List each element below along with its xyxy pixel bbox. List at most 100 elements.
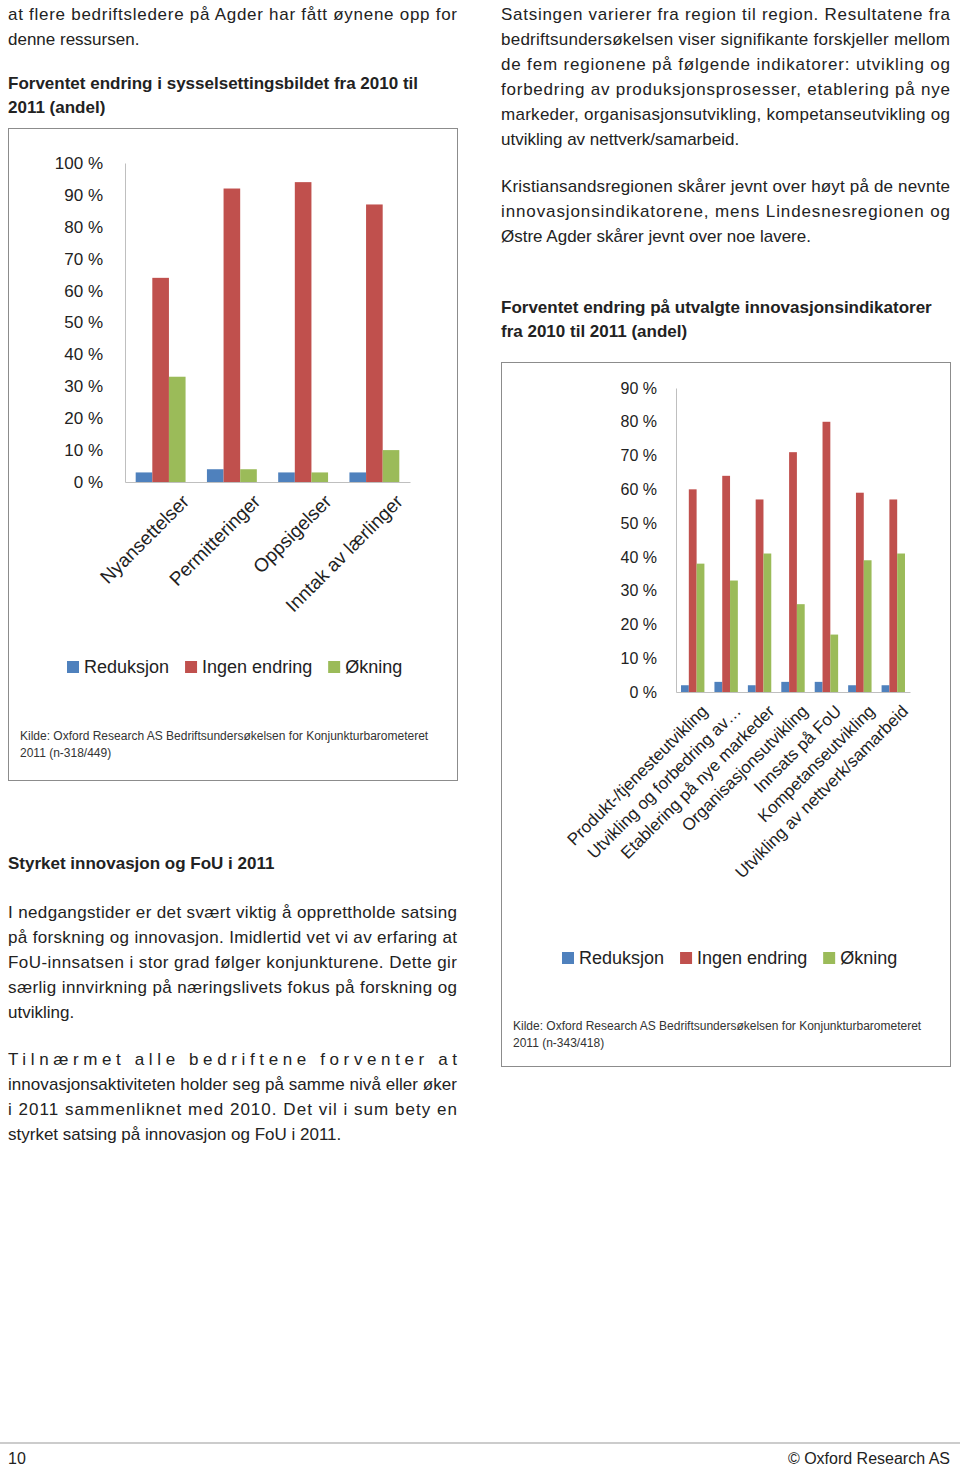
legend-label: Reduksjon — [579, 948, 664, 968]
x-axis: NyansettelserPermitteringerOppsigelserIn… — [96, 482, 410, 616]
bar — [366, 204, 383, 482]
category-label: Permitteringer — [165, 490, 265, 590]
paragraph: på forskning og innovasjon. Imidlertid v… — [8, 928, 457, 947]
legend-swatch — [67, 661, 79, 673]
bar — [748, 685, 756, 692]
tick-label: 90 % — [64, 186, 103, 205]
tick: 0 % — [74, 473, 125, 492]
legend-swatch — [185, 661, 197, 673]
y-axis: 0 % 10 % 20 % 30 % 40 % 50 % 60 % 70 % 80 % 90 % 1… — [55, 154, 126, 492]
tick: 50 % — [64, 313, 125, 332]
tick-label: 40 % — [621, 549, 657, 566]
bar — [697, 564, 705, 692]
tick: 20 % — [64, 409, 125, 428]
page-number: 10 — [8, 1450, 26, 1466]
tick: 60 % — [64, 282, 125, 301]
bar — [797, 604, 805, 692]
bar — [681, 685, 689, 692]
source: Kilde: Oxford Research AS Bedriftsunders… — [20, 729, 429, 743]
bar — [136, 472, 153, 482]
tick: 50 % — [621, 515, 676, 532]
paragraph: i 2011 sammenliknet med 2010. Det vil i … — [8, 1100, 457, 1119]
tick: 80 % — [64, 218, 125, 237]
tick-label: 10 % — [64, 441, 103, 460]
axis-line — [126, 482, 411, 483]
legend-label: Økning — [840, 948, 897, 968]
legend-swatch — [680, 952, 692, 964]
paragraph: Østre Agder skårer jevnt over noe lavere… — [501, 227, 811, 246]
bar — [311, 472, 328, 482]
chart-title: Forventet endring i sysselsettingsbildet… — [8, 74, 418, 93]
tick: 80 % — [621, 413, 676, 430]
bars — [136, 182, 400, 482]
bar — [383, 450, 400, 482]
bar — [730, 581, 738, 692]
paragraph: Satsingen varierer fra region til region… — [501, 5, 951, 24]
tick: Utvikling og forbedring av… — [584, 692, 745, 863]
tick-label: 100 % — [55, 154, 103, 173]
bars — [681, 422, 905, 692]
bar — [207, 469, 224, 482]
bar — [689, 489, 697, 692]
paragraph: denne ressursen. — [8, 30, 139, 49]
paragraph: Kristiansandsregionen skårer jevnt over … — [501, 177, 950, 196]
legend-swatch — [562, 952, 574, 964]
tick: 10 % — [621, 650, 676, 667]
paragraph: forbedring av produksjonsprosesser, etab… — [501, 80, 950, 99]
paragraph: innovasjonsindikatorene, mens Lindesnesr… — [501, 202, 950, 221]
tick: Inntak av lærlinger — [281, 482, 407, 616]
publisher: © Oxford Research AS — [788, 1450, 950, 1466]
legend-swatch — [823, 952, 835, 964]
axis-line — [125, 164, 126, 483]
tick: 100 % — [55, 154, 125, 173]
tick-label: 60 % — [621, 481, 657, 498]
paragraph: FoU-innsatsen i stor grad følger konjunk… — [8, 953, 457, 972]
x-axis: Produkt-/tjenesteutviklingUtvikling og f… — [564, 692, 912, 882]
tick-label: 20 % — [621, 616, 657, 633]
source: 2011 (n-343/418) — [513, 1036, 604, 1050]
bar — [756, 499, 764, 692]
legend: ReduksjonIngen endringØkning — [562, 948, 897, 968]
bar — [889, 499, 897, 692]
bar — [722, 476, 730, 692]
series — [689, 422, 897, 692]
bar — [169, 377, 186, 482]
tick: 0 % — [629, 684, 676, 701]
tick: 30 % — [64, 377, 125, 396]
tick: 70 % — [64, 250, 125, 269]
bar — [848, 685, 856, 692]
tick-label: 70 % — [64, 250, 103, 269]
bar — [882, 685, 890, 692]
legend-swatch — [328, 661, 340, 673]
paragraph: at flere bedriftsledere på Agder har fåt… — [8, 5, 457, 24]
bar — [152, 278, 169, 482]
bar — [815, 682, 823, 692]
tick-label: 90 % — [621, 380, 657, 397]
paragraph: utvikling. — [8, 1003, 74, 1022]
source: 2011 (n-318/449) — [20, 746, 111, 760]
tick: 20 % — [621, 616, 676, 633]
series — [697, 554, 905, 692]
paragraph: markeder, organisasjonsutvikling, kompet… — [501, 105, 950, 124]
bar — [781, 682, 789, 692]
category-label: Inntak av lærlinger — [281, 490, 407, 616]
paragraph: I nedgangstider er det svært viktig å op… — [8, 903, 457, 922]
paragraph: særlig innvirkning på næringslivets foku… — [8, 978, 457, 997]
tick-label: 40 % — [64, 345, 103, 364]
paragraph: styrket satsing på innovasjon og FoU i 2… — [8, 1125, 341, 1144]
tick-label: 30 % — [64, 377, 103, 396]
axis-line — [676, 389, 677, 693]
source: Kilde: Oxford Research AS Bedriftsunders… — [513, 1019, 922, 1033]
bar — [240, 469, 257, 482]
tick-label: 50 % — [64, 313, 103, 332]
footer-rule — [0, 1443, 960, 1444]
legend: ReduksjonIngen endringØkning — [67, 657, 402, 677]
tick-label: 50 % — [621, 515, 657, 532]
bar — [295, 182, 312, 482]
tick-label: 10 % — [621, 650, 657, 667]
tick: 90 % — [621, 380, 676, 397]
heading: Styrket innovasjon og FoU i 2011 — [8, 854, 274, 873]
series — [152, 182, 382, 482]
tick: Etablering på nye markeder — [617, 692, 778, 863]
tick-label: 60 % — [64, 282, 103, 301]
